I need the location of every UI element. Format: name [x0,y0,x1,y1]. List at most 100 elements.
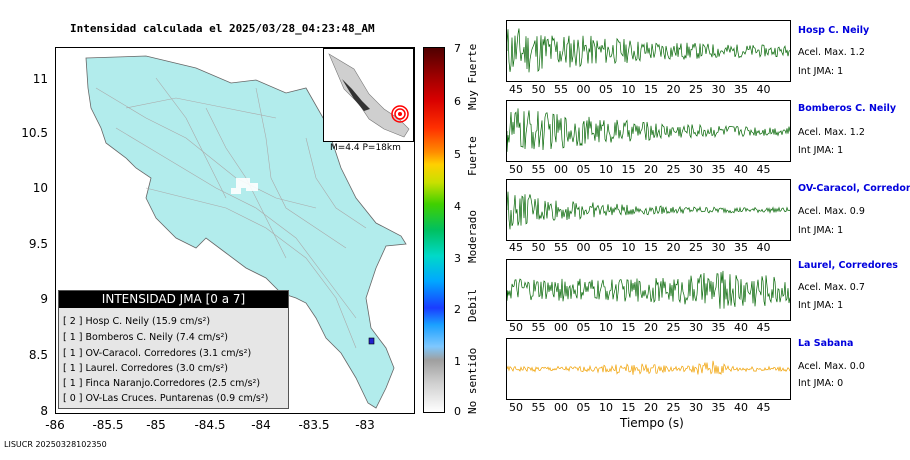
trace-tick-label: 40 [756,83,771,96]
colorbar-label: Moderado [466,210,479,263]
legend-item: [ 1 ] Finca Naranjo.Corredores (2.5 cm/s… [63,378,261,389]
map-title: Intensidad calculada el 2025/03/28_04:23… [70,22,375,35]
station-accel: Acel. Max. 0.7 [798,282,865,293]
legend-item: [ 1 ] Laurel. Corredores (3.0 cm/s²) [63,363,228,374]
trace-tick-label: 45 [509,83,523,96]
waveform-line [507,108,790,152]
station-accel: Acel. Max. 0.9 [798,206,865,217]
trace-tick-label: 05 [576,401,591,414]
station-name: Bomberos C. Neily [798,103,897,114]
colorbar-tick: 0 [454,405,461,418]
map-xtick: -85.5 [92,418,124,432]
trace-tick-label: 20 [644,163,658,176]
trace-tick-label: 00 [554,163,568,176]
trace-tick-label: 55 [531,321,546,334]
colorbar-tick: 2 [454,303,461,316]
colorbar-label: Muy Fuerte [466,43,479,110]
trace-tick-label: 00 [576,83,591,96]
trace-time-axis: 50 55 00 05 10 15 20 25 30 35 40 45 [506,163,789,176]
map-xtick: -86 [45,418,65,432]
trace-tick-label: 45 [509,241,523,254]
colorbar-tick: 4 [454,200,461,213]
trace-time-axis: 50 55 00 05 10 15 20 25 30 35 40 45 [506,321,789,334]
map-ytick: 8 [40,404,48,418]
trace-tick-label: 30 [689,321,703,334]
colorbar-tick: 7 [454,42,461,55]
seismogram-trace[interactable] [506,20,791,82]
trace-tick-label: 05 [576,163,591,176]
trace-tick-label: 55 [554,83,568,96]
trace-tick-label: 00 [576,241,591,254]
station-accel: Acel. Max. 1.2 [798,47,865,58]
trace-tick-label: 10 [621,241,636,254]
map-xtick: -85 [146,418,166,432]
trace-tick-label: 35 [711,163,726,176]
trace-tick-label: 15 [644,241,658,254]
seismogram-trace[interactable] [506,259,791,321]
trace-tick-label: 50 [531,241,546,254]
intensity-colorbar [423,47,445,413]
trace-tick-label: 40 [734,321,748,334]
map-xtick: -84 [251,418,271,432]
trace-tick-label: 40 [734,401,748,414]
trace-tick-label: 55 [531,401,546,414]
legend-item: [ 1 ] Bomberos C. Neily (7.4 cm/s²) [63,332,228,343]
station-accel: Acel. Max. 1.2 [798,127,865,138]
trace-tick-label: 10 [599,163,613,176]
trace-tick-label: 25 [666,401,681,414]
trace-tick-label: 10 [599,401,613,414]
trace-tick-label: 55 [554,241,568,254]
trace-tick-label: 30 [689,163,703,176]
trace-tick-label: 50 [509,163,523,176]
map-ytick: 11 [32,72,48,86]
time-axis-title: Tiempo (s) [620,416,684,430]
colorbar-tick: 3 [454,252,461,265]
station-jma: Int JMA: 1 [798,66,844,77]
trace-tick-label: 45 [756,401,771,414]
station-name: La Sabana [798,338,854,349]
colorbar-tick: 5 [454,148,461,161]
waveform-line [507,28,790,73]
seismogram-trace[interactable] [506,179,791,241]
colorbar-label: Fuerte [466,136,479,176]
trace-time-axis: 45 50 55 00 05 10 15 20 25 30 35 40 [506,83,789,96]
trace-time-axis: 50 55 00 05 10 15 20 25 30 35 40 45 [506,401,789,414]
station-name: Laurel, Corredores [798,260,898,271]
trace-tick-label: 30 [711,241,726,254]
trace-tick-label: 10 [621,83,636,96]
trace-tick-label: 20 [644,321,658,334]
trace-tick-label: 30 [711,83,726,96]
trace-tick-label: 35 [711,321,726,334]
station-name: OV-Caracol, Corredore [798,183,910,194]
trace-tick-label: 20 [644,401,658,414]
trace-tick-label: 30 [689,401,703,414]
trace-tick-label: 50 [509,321,523,334]
map-xtick: -83 [355,418,375,432]
legend-title: INTENSIDAD JMA [0 a 7] [59,291,288,308]
trace-tick-label: 55 [531,163,546,176]
legend-item: [ 1 ] OV-Caracol. Corredores (3.1 cm/s²) [63,348,252,359]
seismogram-trace[interactable] [506,100,791,162]
colorbar-tick: 6 [454,95,461,108]
colorbar-tick: 1 [454,355,461,368]
trace-tick-label: 25 [666,163,681,176]
costa-rica-map [85,55,407,409]
station-jma: Int JMA: 1 [798,225,844,236]
waveform-line [507,191,790,230]
trace-tick-label: 15 [621,321,636,334]
map-xtick: -84.5 [194,418,226,432]
trace-tick-label: 45 [756,321,771,334]
location-inset [323,48,414,142]
trace-tick-label: 25 [689,241,703,254]
trace-tick-label: 20 [666,241,681,254]
station-jma: Int JMA: 0 [798,378,844,389]
seismogram-trace[interactable] [506,338,791,400]
trace-tick-label: 20 [666,83,681,96]
map-ytick: 10 [32,181,48,195]
station-name: Hosp C. Neily [798,25,870,36]
trace-tick-label: 25 [689,83,703,96]
trace-tick-label: 10 [599,321,613,334]
colorbar-label: No sentido [466,347,479,414]
trace-tick-label: 50 [509,401,523,414]
trace-tick-label: 35 [711,401,726,414]
